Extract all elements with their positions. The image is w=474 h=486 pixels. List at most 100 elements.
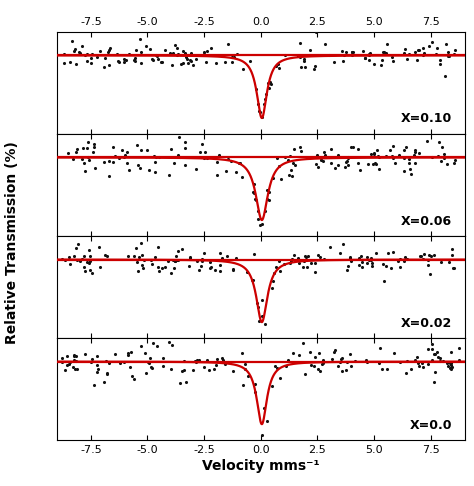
Point bbox=[80, 263, 88, 271]
Point bbox=[343, 157, 350, 165]
Point bbox=[83, 259, 91, 266]
Point bbox=[128, 348, 135, 356]
Point bbox=[201, 249, 208, 257]
Point bbox=[153, 52, 161, 59]
Point bbox=[78, 156, 86, 163]
Point bbox=[139, 264, 146, 272]
Point bbox=[289, 349, 297, 357]
Point bbox=[383, 262, 390, 270]
Point bbox=[262, 208, 269, 215]
Point bbox=[437, 357, 444, 364]
Point bbox=[263, 90, 270, 98]
Point bbox=[73, 352, 80, 360]
Point bbox=[183, 55, 191, 63]
Point bbox=[319, 356, 327, 364]
Point bbox=[62, 366, 69, 374]
Point bbox=[76, 50, 84, 57]
Point bbox=[176, 153, 184, 160]
Point bbox=[84, 138, 91, 145]
Point bbox=[66, 260, 73, 268]
Point bbox=[179, 59, 187, 67]
Point bbox=[251, 388, 259, 396]
Point bbox=[89, 356, 96, 364]
Point bbox=[126, 50, 133, 58]
Point bbox=[386, 146, 393, 154]
Point bbox=[213, 172, 220, 179]
Point bbox=[450, 51, 458, 58]
Point bbox=[199, 139, 206, 147]
Point bbox=[388, 152, 396, 160]
Point bbox=[124, 349, 131, 357]
Point bbox=[438, 157, 445, 165]
Point bbox=[366, 50, 374, 57]
Point bbox=[390, 349, 397, 357]
Point bbox=[120, 58, 128, 66]
Point bbox=[392, 159, 399, 167]
Point bbox=[90, 148, 97, 156]
Point bbox=[74, 241, 82, 248]
Point bbox=[152, 253, 159, 260]
Point bbox=[322, 40, 329, 48]
Point bbox=[455, 356, 463, 364]
Point bbox=[228, 58, 236, 66]
Point bbox=[431, 350, 438, 358]
Point bbox=[123, 148, 131, 156]
Point bbox=[239, 66, 247, 73]
Point bbox=[334, 161, 341, 169]
Point bbox=[403, 358, 411, 365]
Point bbox=[346, 350, 354, 358]
Point bbox=[147, 256, 155, 263]
Point bbox=[100, 63, 108, 71]
Point bbox=[255, 317, 263, 325]
Point bbox=[419, 44, 427, 52]
Point bbox=[149, 56, 156, 64]
Point bbox=[137, 164, 144, 172]
Point bbox=[258, 295, 265, 303]
Point bbox=[303, 263, 310, 271]
Point bbox=[259, 312, 266, 320]
Point bbox=[249, 189, 256, 196]
Point bbox=[377, 61, 385, 69]
Point bbox=[282, 153, 289, 160]
Point bbox=[342, 48, 349, 55]
Point bbox=[384, 249, 392, 257]
Point bbox=[73, 149, 80, 156]
Point bbox=[332, 164, 339, 172]
Point bbox=[170, 257, 177, 264]
Point bbox=[130, 56, 137, 64]
Point bbox=[278, 175, 285, 183]
Point bbox=[260, 404, 267, 412]
Point bbox=[321, 151, 328, 159]
Point bbox=[365, 52, 373, 59]
Point bbox=[149, 339, 157, 347]
Point bbox=[301, 258, 308, 265]
Point bbox=[117, 359, 124, 366]
Point bbox=[261, 320, 269, 328]
Point bbox=[447, 359, 455, 366]
Point bbox=[111, 350, 119, 358]
Point bbox=[294, 255, 302, 262]
Point bbox=[192, 55, 200, 63]
Point bbox=[152, 168, 159, 176]
Point bbox=[395, 152, 402, 159]
Point bbox=[267, 80, 274, 88]
Point bbox=[364, 260, 371, 267]
Point bbox=[176, 379, 184, 387]
Point bbox=[436, 139, 443, 146]
Point bbox=[86, 252, 94, 260]
Point bbox=[368, 259, 376, 266]
Point bbox=[407, 170, 415, 177]
Point bbox=[375, 359, 383, 367]
Point bbox=[396, 263, 403, 271]
Point bbox=[340, 241, 347, 248]
Point bbox=[263, 186, 271, 193]
Point bbox=[238, 349, 246, 357]
Point bbox=[193, 356, 201, 364]
Point bbox=[166, 49, 173, 56]
Point bbox=[326, 243, 333, 251]
Point bbox=[380, 49, 387, 56]
Point bbox=[227, 157, 235, 165]
Point bbox=[289, 173, 296, 180]
Point bbox=[431, 368, 439, 376]
Point bbox=[354, 159, 362, 167]
